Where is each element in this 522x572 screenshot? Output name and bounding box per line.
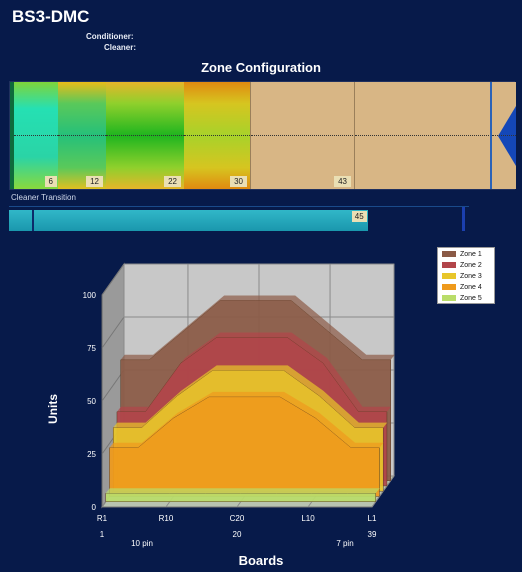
cleaner-row: Cleaner: [104, 43, 136, 52]
x-subnote-right: 7 pin [336, 539, 353, 548]
series-area-top [105, 488, 380, 494]
zone-4-block[interactable]: 30 [184, 82, 250, 189]
y-tick-label: 25 [87, 450, 96, 459]
series-area [105, 493, 376, 502]
zone-3-end-label: 22 [164, 176, 181, 187]
zone-7-block[interactable] [490, 82, 516, 189]
legend-label: Zone 4 [460, 283, 482, 291]
cleaner-transition-start-line [32, 210, 34, 231]
y-tick-label: 50 [87, 397, 96, 406]
y-tick-label: 75 [87, 344, 96, 353]
y-tick-label: 100 [83, 291, 97, 300]
x-subnote-left: 10 pin [131, 539, 153, 548]
cleaner-transition-bar[interactable] [9, 210, 368, 231]
zone-5-end-label: 43 [334, 176, 351, 187]
legend-swatch [442, 273, 456, 279]
cleaner-label: Cleaner: [104, 43, 137, 52]
conditioner-row: Conditioner: [86, 32, 134, 41]
zone-configuration-title: Zone Configuration [201, 60, 321, 75]
legend-item: Zone 5 [438, 293, 494, 303]
legend-swatch [442, 284, 456, 290]
x-tick-label: R10 [159, 514, 174, 523]
legend-item: Zone 1 [438, 249, 494, 259]
chart-legend: Zone 1 Zone 2 Zone 3 Zone 4 Zone 5 [437, 247, 495, 304]
zone-1-block[interactable]: 6 [10, 82, 60, 189]
chart-gridline [101, 316, 125, 349]
x-tick-label: R1 [97, 514, 108, 523]
cleaner-transition-label: Cleaner Transition [11, 193, 76, 202]
x-tick-label: L1 [368, 514, 377, 523]
cleaner-transition-handle[interactable] [462, 207, 465, 231]
legend-label: Zone 1 [460, 250, 482, 258]
zone-4-end-label: 30 [230, 176, 247, 187]
legend-item: Zone 4 [438, 282, 494, 292]
zone-6-block[interactable] [354, 82, 491, 189]
triangle-marker-icon[interactable] [498, 106, 516, 166]
x-axis-label: Boards [238, 553, 284, 568]
cleaner-transition-value: 45 [351, 211, 367, 222]
conditioner-label: Conditioner: [86, 32, 134, 41]
x-tick-label: L10 [301, 514, 315, 523]
app-title: BS3-DMC [12, 7, 90, 26]
x-tick-number: 39 [368, 530, 377, 539]
legend-label: Zone 3 [460, 272, 482, 280]
legend-label: Zone 2 [460, 261, 482, 269]
legend-swatch [442, 251, 456, 257]
y-axis-label: Units [46, 394, 60, 424]
x-tick-label: C20 [230, 514, 245, 523]
x-tick-number: 20 [233, 530, 242, 539]
legend-label: Zone 5 [460, 294, 482, 302]
zone-2-end-label: 12 [86, 176, 103, 187]
chart-gridline [101, 369, 125, 402]
legend-item: Zone 3 [438, 271, 494, 281]
legend-swatch [442, 262, 456, 268]
zone-1-end-label: 6 [44, 176, 57, 187]
x-tick-number: 1 [100, 530, 105, 539]
y-tick-label: 0 [92, 503, 97, 512]
cleaner-transition-track[interactable]: 45 [9, 206, 469, 231]
legend-swatch [442, 295, 456, 301]
zone-3-block[interactable]: 22 [106, 82, 184, 189]
zone-5-block[interactable]: 43 [250, 82, 355, 189]
zone-2-block[interactable]: 12 [58, 82, 106, 189]
chart-gridline [101, 263, 125, 296]
legend-item: Zone 2 [438, 260, 494, 270]
zone-strip[interactable]: 6 12 22 30 43 [9, 81, 516, 190]
series-area-top [116, 332, 391, 412]
